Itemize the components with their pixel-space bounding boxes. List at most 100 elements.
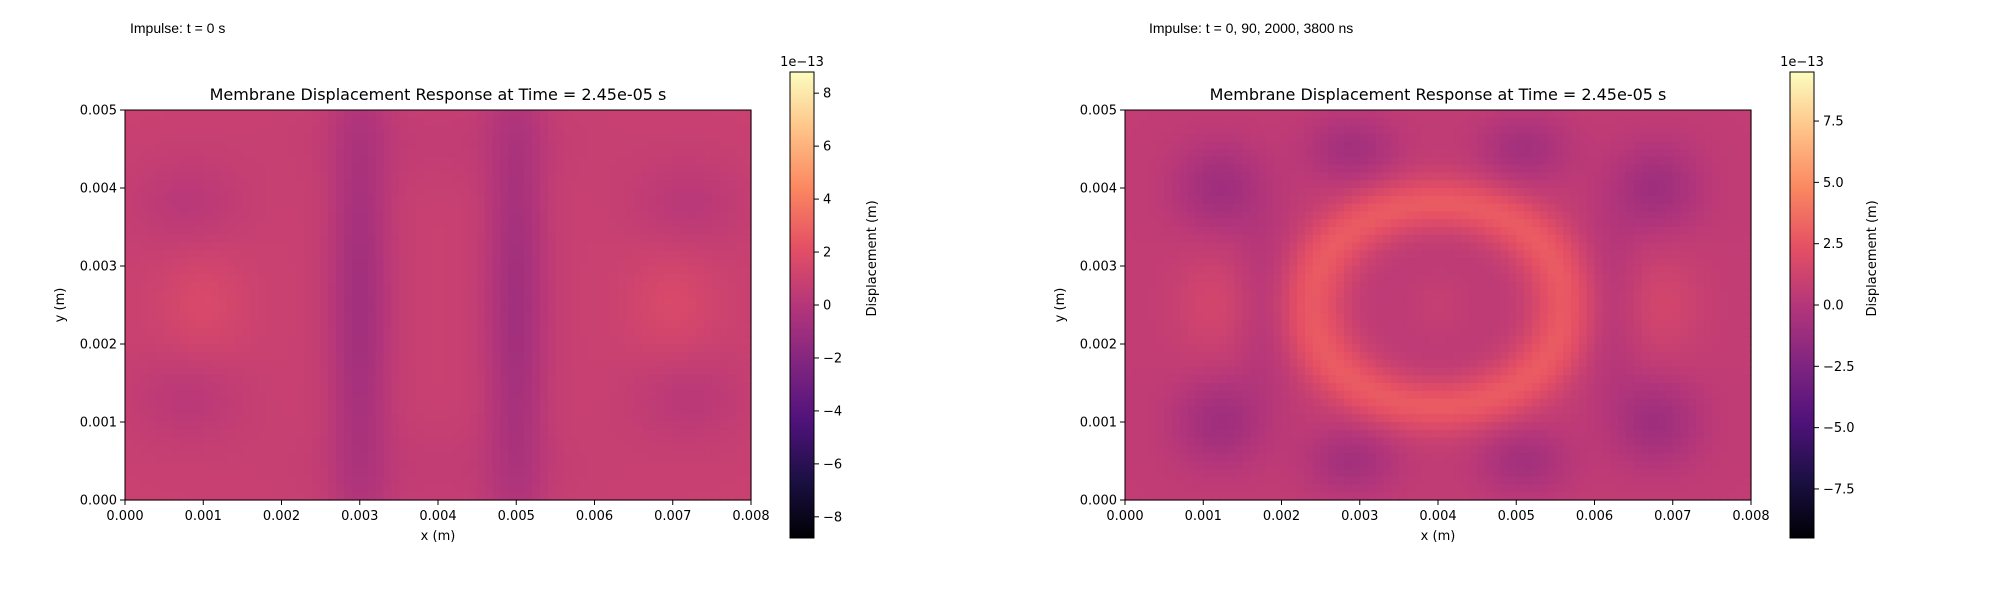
heatmap-cell: [1289, 172, 1298, 181]
heatmap-cell: [179, 156, 189, 166]
heatmap-cell: [187, 422, 197, 431]
heatmap-cell: [547, 117, 556, 127]
heatmap-cell: [187, 468, 197, 478]
heatmap-cell: [320, 422, 330, 431]
heatmap-cell: [304, 219, 314, 228]
heatmap-cell: [1484, 141, 1494, 150]
heatmap-cell: [602, 344, 611, 353]
heatmap-cell: [351, 390, 361, 400]
heatmap-cell: [657, 437, 666, 446]
heatmap-cell: [680, 390, 690, 400]
heatmap-cell: [273, 390, 283, 400]
heatmap-cell: [336, 180, 345, 189]
heatmap-cell: [304, 390, 314, 400]
heatmap-cell: [195, 289, 204, 298]
heatmap-cell: [414, 156, 423, 166]
heatmap-cell: [1492, 188, 1502, 197]
heatmap-cell: [179, 125, 189, 134]
heatmap-cell: [1203, 156, 1212, 166]
heatmap-cell: [1391, 180, 1400, 189]
heatmap-cell: [250, 422, 259, 431]
heatmap-cell: [1203, 125, 1212, 134]
heatmap-cell: [320, 195, 330, 205]
heatmap-cell: [461, 258, 470, 267]
heatmap-cell: [617, 398, 627, 407]
heatmap-cell: [469, 429, 478, 439]
heatmap-cell: [586, 242, 596, 251]
heatmap-cell: [164, 203, 173, 212]
heatmap-cell: [430, 172, 439, 181]
heatmap-cell: [641, 117, 650, 127]
heatmap-cell: [1234, 125, 1243, 134]
heatmap-cell: [438, 422, 447, 431]
heatmap-cell: [187, 359, 197, 368]
heatmap-cell: [211, 281, 220, 290]
heatmap-cell: [203, 281, 212, 290]
heatmap-cell: [571, 234, 580, 244]
heatmap-cell: [344, 250, 353, 259]
heatmap-cell: [602, 414, 611, 423]
heatmap-cell: [711, 211, 721, 220]
heatmap-cell: [680, 492, 690, 501]
heatmap-cell: [383, 156, 392, 166]
heatmap-cell: [586, 492, 596, 501]
heatmap-cell: [203, 468, 212, 478]
heatmap-cell: [304, 172, 314, 181]
heatmap-cell: [218, 133, 228, 142]
heatmap-cell: [727, 110, 736, 119]
heatmap-cell: [625, 344, 635, 353]
heatmap-cell: [610, 125, 619, 134]
heatmap-cell: [242, 195, 251, 205]
heatmap-cell: [610, 164, 619, 173]
heatmap-cell: [179, 273, 189, 283]
heatmap-cell: [743, 188, 752, 197]
heatmap-cell: [312, 117, 322, 127]
heatmap-cell: [234, 195, 243, 205]
heatmap-cell: [492, 445, 502, 454]
heatmap-cell: [132, 110, 142, 119]
heatmap-cell: [242, 110, 251, 119]
heatmap-cell: [226, 164, 236, 173]
heatmap-cell: [336, 227, 345, 236]
heatmap-cell: [304, 141, 314, 150]
heatmap-cell: [1719, 117, 1729, 127]
heatmap-cell: [242, 227, 251, 236]
heatmap-cell: [148, 242, 157, 251]
heatmap-cell: [649, 492, 658, 501]
heatmap-cell: [1539, 110, 1549, 119]
heatmap-cell: [148, 195, 157, 205]
heatmap-cell: [664, 250, 674, 259]
heatmap-cell: [1743, 188, 1752, 197]
heatmap-cell: [696, 117, 705, 127]
heatmap-cell: [351, 125, 361, 134]
heatmap-cell: [657, 429, 666, 439]
heatmap-cell: [711, 281, 721, 290]
heatmap-cell: [727, 242, 736, 251]
heatmap-cell: [1664, 133, 1674, 142]
heatmap-cell: [265, 429, 275, 439]
heatmap-cell: [140, 383, 150, 392]
heatmap-cell: [375, 289, 384, 298]
heatmap-cell: [531, 164, 541, 173]
heatmap-cell: [445, 289, 455, 298]
heatmap-cell: [547, 312, 556, 322]
heatmap-cell: [594, 289, 603, 298]
heatmap-cell: [406, 312, 416, 322]
heatmap-cell: [398, 414, 408, 423]
heatmap-cell: [1453, 188, 1463, 197]
heatmap-cell: [391, 453, 400, 462]
heatmap-cell: [375, 305, 384, 314]
heatmap-cell: [539, 156, 549, 166]
heatmap-cell: [344, 461, 353, 470]
heatmap-cell: [711, 445, 721, 454]
heatmap-cell: [375, 320, 384, 329]
heatmap-cell: [1680, 110, 1690, 119]
heatmap-cell: [704, 344, 713, 353]
heatmap-cell: [344, 414, 353, 423]
heatmap-cell: [1391, 117, 1400, 127]
heatmap-cell: [265, 110, 275, 119]
heatmap-cell: [289, 453, 298, 462]
heatmap-cell: [344, 406, 353, 415]
heatmap-cell: [657, 461, 666, 470]
heatmap-cell: [571, 117, 580, 127]
